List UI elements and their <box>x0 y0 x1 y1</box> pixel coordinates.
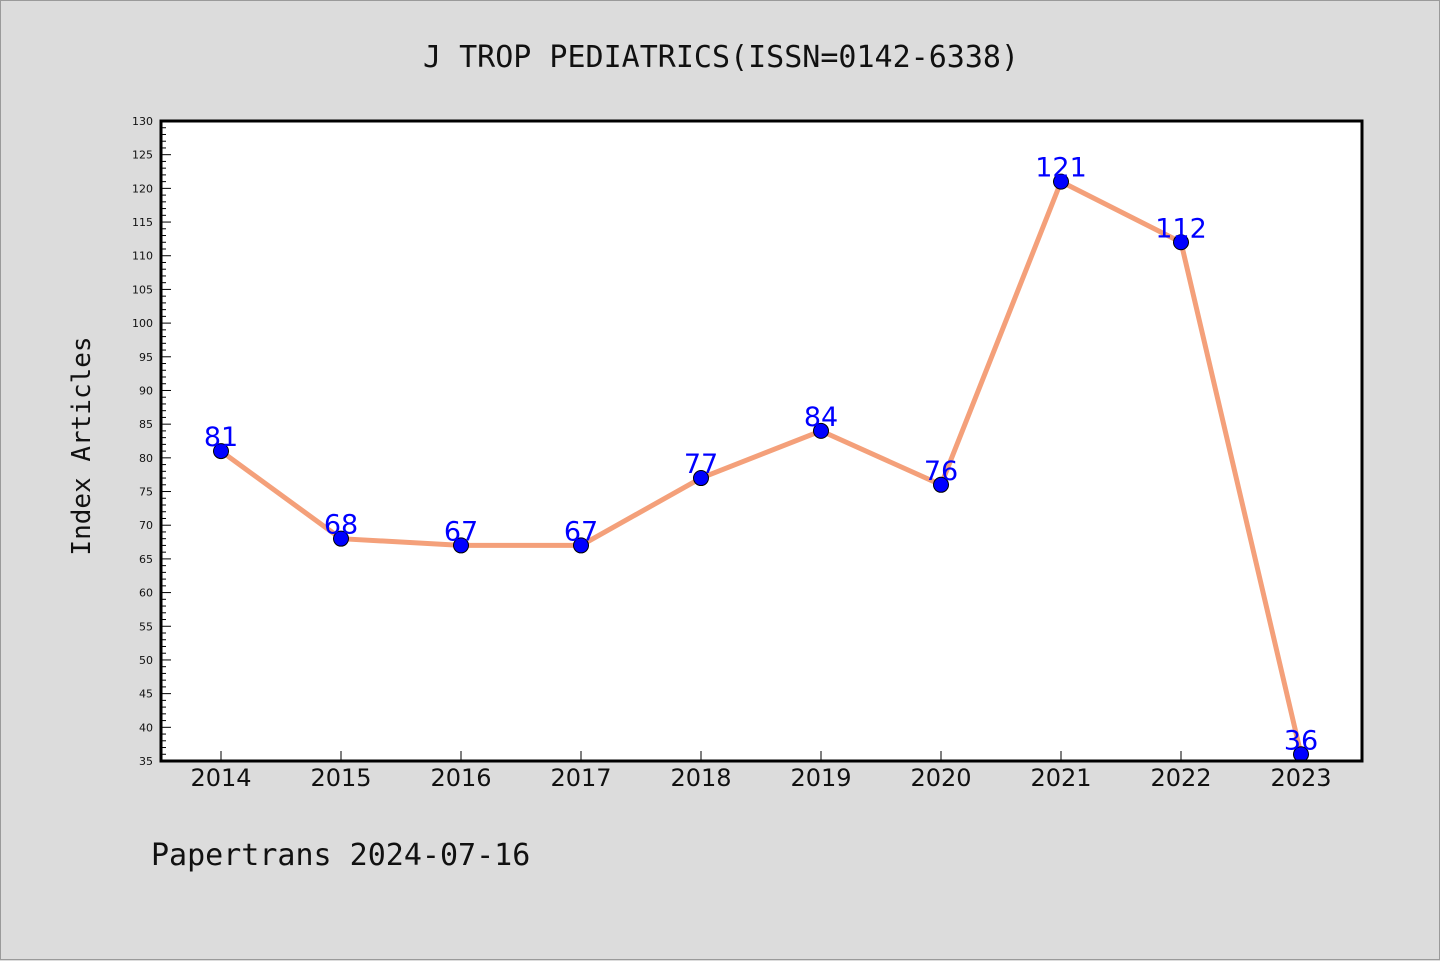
series-layer: 81 68 67 67 77 84 76 121 112 36 <box>204 153 1318 763</box>
y-tick-label: 95 <box>139 351 153 364</box>
data-point <box>933 476 949 493</box>
data-label: 76 <box>924 456 958 487</box>
x-tick-label: 2022 <box>1150 764 1211 792</box>
x-tick-label: 2017 <box>550 764 611 792</box>
data-point <box>1173 234 1189 251</box>
chart-title: J TROP PEDIATRICS(ISSN=0142-6338) <box>423 40 1019 75</box>
y-tick-label: 65 <box>139 553 153 566</box>
x-tick-label: 2021 <box>1030 764 1091 792</box>
data-label: 67 <box>564 516 598 547</box>
data-label: 81 <box>204 422 238 453</box>
y-tick-label: 55 <box>139 620 153 633</box>
x-tick-label: 2023 <box>1270 764 1331 792</box>
x-axis-ticks: 2014 2015 2016 2017 2018 2019 2020 2021 2022 2023 <box>190 751 1332 792</box>
y-tick-label: 125 <box>132 149 153 162</box>
footer-text: Papertrans 2024-07-16 <box>151 838 530 873</box>
plot-border <box>159 119 1364 763</box>
y-tick-label: 130 <box>132 115 153 128</box>
y-tick-label: 75 <box>139 486 153 499</box>
y-axis-ticks: 35 40 45 50 55 60 65 70 75 80 85 90 95 100 105 110 115 12… <box>132 115 171 768</box>
y-tick-label: 35 <box>139 755 153 768</box>
data-point <box>573 537 589 554</box>
y-tick-label: 120 <box>132 182 153 195</box>
data-point <box>333 530 349 547</box>
x-tick-label: 2014 <box>190 764 251 792</box>
y-tick-label: 60 <box>139 587 153 600</box>
y-axis-label: Index Articles <box>67 336 97 555</box>
data-point <box>213 443 229 460</box>
x-tick-label: 2019 <box>790 764 851 792</box>
data-point <box>693 470 709 487</box>
x-tick-label: 2020 <box>910 764 971 792</box>
y-tick-label: 50 <box>139 654 153 667</box>
data-label: 112 <box>1155 213 1207 244</box>
x-tick-label: 2015 <box>310 764 371 792</box>
y-tick-label: 100 <box>132 317 153 330</box>
y-tick-label: 70 <box>139 519 153 532</box>
y-tick-label: 110 <box>132 250 153 263</box>
x-tick-label: 2016 <box>430 764 491 792</box>
data-point <box>453 537 469 554</box>
data-label: 68 <box>324 510 358 541</box>
data-label: 67 <box>444 516 478 547</box>
data-label: 121 <box>1035 153 1087 184</box>
y-tick-label: 45 <box>139 688 153 701</box>
data-point <box>813 422 829 439</box>
data-label: 36 <box>1284 725 1318 756</box>
series-line <box>219 179 1304 755</box>
y-tick-label: 115 <box>132 216 153 229</box>
y-tick-label: 40 <box>139 721 153 734</box>
data-label: 84 <box>804 402 838 433</box>
x-tick-label: 2018 <box>670 764 731 792</box>
y-tick-label: 90 <box>139 384 153 397</box>
y-tick-label: 80 <box>139 452 153 465</box>
plot-area <box>161 121 1362 761</box>
data-point <box>1053 173 1069 190</box>
y-tick-label: 105 <box>132 283 153 296</box>
y-tick-label: 85 <box>139 418 153 431</box>
data-label: 77 <box>684 449 718 480</box>
